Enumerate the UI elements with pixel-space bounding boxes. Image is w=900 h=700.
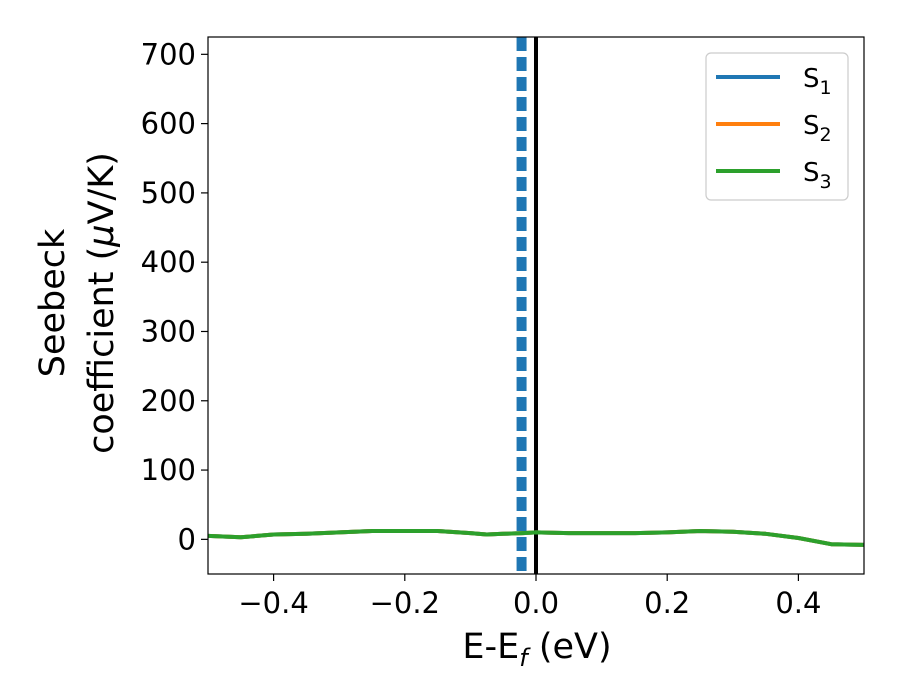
- x-tick-label: 0.0: [513, 586, 559, 620]
- y-tick-label: 600: [141, 107, 196, 141]
- y-tick-label: 500: [141, 176, 196, 210]
- legend-label-main: S: [803, 64, 820, 94]
- y-axis-label: Seebeck coefficient (μV/K): [33, 152, 122, 454]
- x-tick-label: −0.2: [370, 586, 440, 620]
- x-axis-label: E-Ef (eV): [462, 627, 611, 672]
- x-axis-label-unit: (eV): [528, 627, 612, 667]
- x-tick-label: −0.4: [238, 586, 308, 620]
- x-tick-label: 0.2: [644, 586, 690, 620]
- y-tick-label: 400: [141, 245, 196, 279]
- reference-lines: [516, 37, 538, 574]
- y-tick-label: 0: [178, 522, 196, 556]
- legend-box: [705, 52, 849, 201]
- plot-area: [207, 36, 865, 575]
- y-tick-label: 200: [141, 384, 196, 418]
- y-axis-label-line2-prefix: coefficient (: [82, 247, 122, 454]
- legend-label-main: S: [803, 158, 820, 188]
- legend-label-main: S: [803, 111, 820, 141]
- series-lines: [207, 529, 865, 547]
- y-tick-label: 700: [141, 37, 196, 71]
- legend-label-subscript: 2: [820, 124, 832, 146]
- y-tick-label: 100: [141, 453, 196, 487]
- legend-label-s3: S3: [803, 158, 832, 193]
- y-tick-label: 300: [141, 314, 196, 348]
- x-tick-label: 0.4: [775, 586, 821, 620]
- legend-label-s1: S1: [803, 64, 832, 99]
- y-axis-label-line2: coefficient (μV/K): [82, 152, 122, 454]
- y-axis-label-mu: μ: [82, 224, 122, 247]
- y-axis-label-line1: Seebeck: [33, 228, 73, 377]
- x-axis-label-main: E-E: [462, 627, 519, 667]
- x-axis-ticks: −0.4 −0.2 0.0 0.2 0.4: [238, 574, 821, 620]
- series-line-s3: [207, 529, 865, 547]
- legend-label-subscript: 1: [820, 77, 832, 99]
- legend-label-s2: S2: [803, 111, 832, 146]
- y-axis-label-line2-suffix: V/K): [82, 152, 122, 224]
- legend-label-subscript: 3: [820, 171, 832, 193]
- y-axis-ticks: 0 100 200 300 400 500 600 700: [141, 37, 208, 556]
